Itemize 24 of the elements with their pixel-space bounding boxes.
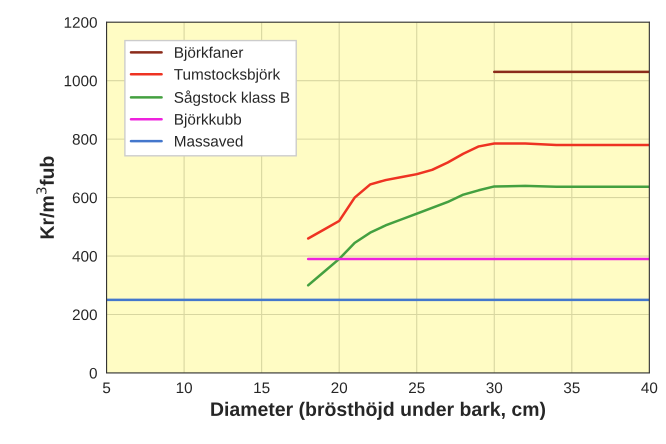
x-tick-label: 35 <box>564 382 580 394</box>
legend-label: Björkfaner <box>175 46 244 61</box>
line-series <box>306 184 650 287</box>
x-tick-label: 30 <box>486 382 502 394</box>
y-tick-label: 1200 <box>64 17 97 28</box>
legend-label: Tumstocksbjörk <box>174 68 280 83</box>
x-tick-label: 5 <box>102 382 110 394</box>
x-tick-label: 20 <box>331 382 348 394</box>
x-tick-label: 15 <box>254 382 270 394</box>
y-tick-label: 1000 <box>64 76 97 86</box>
y-tick-label: 0 <box>90 368 97 379</box>
line-series <box>306 142 650 240</box>
legend-label: Björkkubb <box>175 114 242 128</box>
x-tick-label: 40 <box>641 382 658 394</box>
legend-label: Sågstock klass B <box>174 90 290 106</box>
y-tick-label: 400 <box>72 250 97 262</box>
y-axis-title: Kr/m$^{3}$fub <box>36 156 54 238</box>
x-tick-label: 25 <box>409 382 425 394</box>
legend-label: Massaved <box>175 135 242 147</box>
y-tick-label: 800 <box>72 134 97 145</box>
y-tick-label: 600 <box>72 192 97 204</box>
y-tick-label: 200 <box>72 309 97 320</box>
x-tick-label: 10 <box>176 382 192 394</box>
x-axis-title: Diameter (brösthöjd under bark, cm) <box>211 402 546 420</box>
